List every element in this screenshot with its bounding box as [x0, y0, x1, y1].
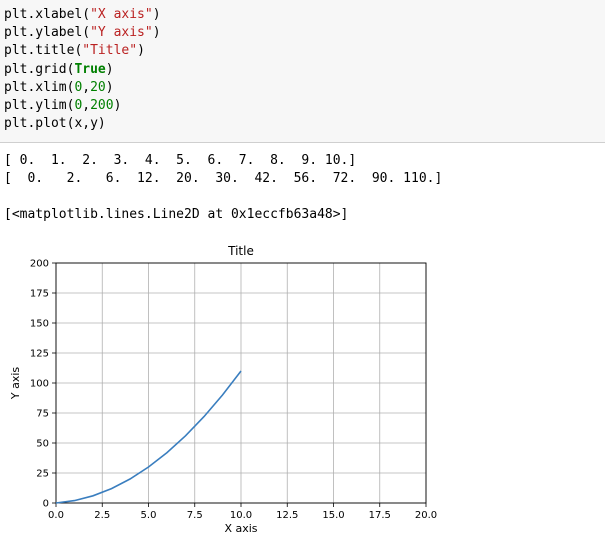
grid [55, 262, 427, 504]
code-token: plt.plot(x,y) [4, 116, 106, 132]
y-tick-label: 150 [30, 319, 49, 330]
code-line: plt.plot(x,y) [4, 115, 106, 133]
y-tick-label: 175 [30, 289, 49, 300]
axes: 0.0 2.5 5.0 7.5 10.0 12.5 15.0 17.5 20.0 0 25 50 75 1… [30, 259, 437, 522]
code-token: ) [105, 79, 114, 95]
code-token: plt.ylabel( [4, 25, 91, 41]
code-token: plt.xlim( [4, 79, 75, 95]
plot-output: 0.0 2.5 5.0 7.5 10.0 12.5 15.0 17.5 20.0 0 25 50 75 1… [0, 235, 605, 545]
code-token: ) [105, 61, 114, 77]
code-token: "X axis" [90, 7, 153, 22]
code-line: plt.title("Title") [4, 42, 145, 60]
line-chart: 0.0 2.5 5.0 7.5 10.0 12.5 15.0 17.5 20.0 0 25 50 75 1… [9, 244, 437, 535]
series [55, 370, 242, 504]
y-tick-label: 25 [36, 469, 49, 480]
code-token: 200 [90, 98, 114, 113]
output-array-x: [ 0. 1. 2. 3. 4. 5. 6. 7. 8. 9. 10.] [4, 153, 357, 168]
code-line: plt.ylim(0,200) [4, 97, 121, 115]
code-token: ) [152, 25, 161, 41]
code-token: ) [113, 98, 122, 113]
code-token: 20 [90, 79, 106, 95]
x-tick-label: 15.0 [322, 510, 344, 521]
code-token: ) [152, 7, 161, 22]
code-token: plt.grid( [4, 61, 75, 77]
output-array-y: [ 0. 2. 6. 12. 20. 30. 42. 56. 72. 90. 1… [4, 171, 443, 186]
chart-title: Title [227, 244, 254, 258]
code-token: ) [137, 43, 145, 59]
y-tick-label: 125 [30, 349, 49, 360]
y-tick-label: 100 [30, 379, 49, 390]
y-tick-label: 50 [36, 439, 49, 450]
code-line: plt.ylabel("Y axis") [4, 24, 161, 42]
y-axis-label: Y axis [9, 367, 22, 401]
y-tick-label: 200 [30, 259, 49, 270]
x-axis-label: X axis [224, 522, 257, 535]
x-tick-label: 12.5 [276, 510, 298, 521]
code-cell[interactable]: plt.xlabel("X axis") plt.ylabel("Y axis")… [0, 0, 605, 143]
series-line [55, 370, 242, 504]
x-tick-label: 10.0 [230, 510, 252, 521]
output-repr: [<matplotlib.lines.Line2D at 0x1eccfb63a… [4, 207, 349, 222]
code-line: plt.xlim(0,20) [4, 79, 114, 97]
x-tick-label: 5.0 [141, 510, 157, 521]
x-tick-label: 17.5 [369, 510, 391, 521]
code-token: , [82, 79, 91, 95]
code-token: plt.ylim( [4, 98, 75, 113]
code-line: plt.xlabel("X axis") [4, 6, 161, 24]
code-line: plt.grid(True) [4, 61, 114, 79]
y-tick-label: 0 [43, 499, 49, 510]
code-token: plt.title( [4, 43, 83, 59]
code-token: plt.xlabel( [4, 7, 91, 22]
code-token: , [82, 98, 91, 113]
x-tick-label: 7.5 [187, 510, 203, 521]
x-tick-label: 2.5 [94, 510, 110, 521]
x-tick-label: 20.0 [415, 510, 437, 521]
x-tick-label: 0.0 [48, 510, 64, 521]
y-tick-label: 75 [36, 409, 49, 420]
code-token: 0 [74, 79, 83, 95]
code-token: 0 [74, 98, 83, 113]
code-token: True [74, 61, 106, 77]
code-token: "Y axis" [90, 25, 153, 41]
code-token: "Title" [82, 43, 138, 59]
